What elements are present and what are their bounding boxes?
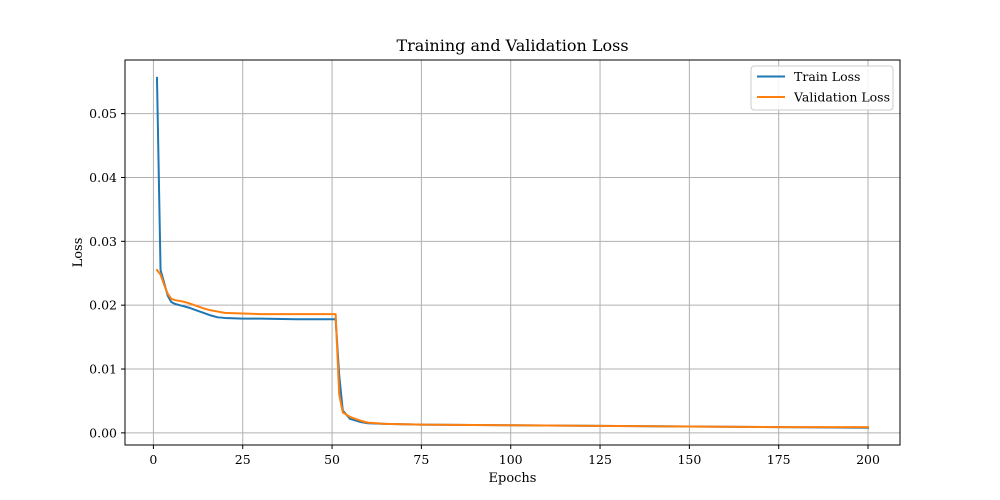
y-tick-label: 0.01 <box>89 362 117 377</box>
x-tick-label: 50 <box>324 452 340 467</box>
legend-label-train-loss: Train Loss <box>794 69 860 84</box>
x-tick-label: 150 <box>677 452 701 467</box>
series-line-validation-loss <box>155 268 870 429</box>
legend: Train Loss Validation Loss <box>750 65 894 111</box>
y-axis-ticks: 0.00 0.01 0.02 0.03 0.04 0.05 <box>89 106 125 440</box>
legend-box <box>750 65 894 111</box>
legend-label-validation-loss: Validation Loss <box>793 90 890 105</box>
x-tick-label: 125 <box>588 452 612 467</box>
x-tick-label: 200 <box>856 452 880 467</box>
series-lines <box>155 76 870 429</box>
x-tick-label: 100 <box>499 452 523 467</box>
chart-title: Training and Validation Loss <box>396 36 628 55</box>
grid-lines <box>125 60 900 445</box>
series-line-train-loss <box>155 76 870 429</box>
x-tick-label: 0 <box>149 452 157 467</box>
y-tick-label: 0.02 <box>89 298 117 313</box>
y-tick-label: 0.04 <box>89 170 117 185</box>
y-tick-label: 0.00 <box>89 425 117 440</box>
x-tick-label: 75 <box>413 452 429 467</box>
y-axis-label: Loss <box>71 238 86 268</box>
plot-frame <box>124 59 901 446</box>
x-axis-ticks: 0 25 50 75 100 125 150 175 200 <box>149 445 880 467</box>
y-tick-label: 0.05 <box>89 106 117 121</box>
x-tick-label: 175 <box>767 452 791 467</box>
y-tick-label: 0.03 <box>89 234 117 249</box>
x-axis-label: Epochs <box>489 471 537 486</box>
x-tick-label: 25 <box>235 452 251 467</box>
